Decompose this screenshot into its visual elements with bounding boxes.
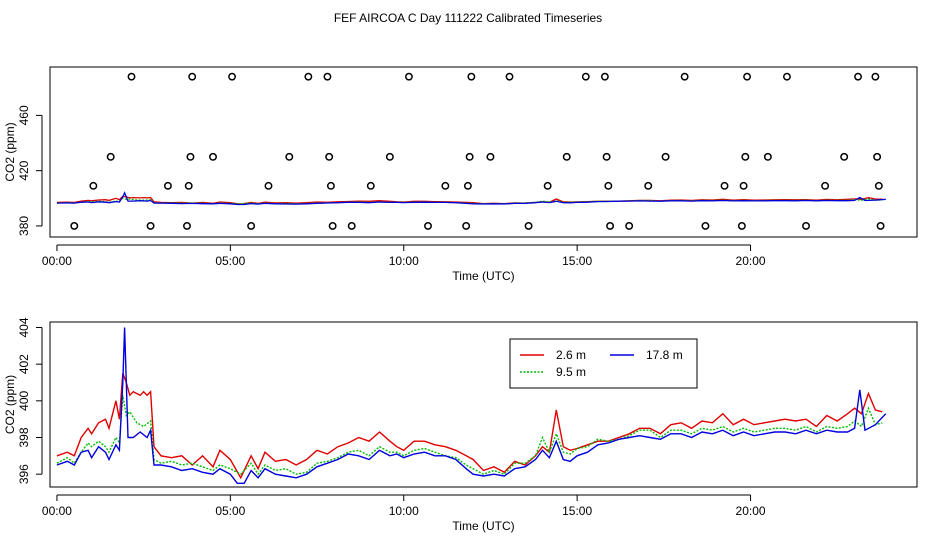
series-line-2-6-m: [56, 373, 883, 480]
x-tick-label: 05:00: [215, 504, 245, 518]
x-tick-label: 15:00: [562, 504, 592, 518]
scatter-point: [854, 72, 862, 81]
scatter-point: [625, 221, 634, 230]
scatter-point: [385, 152, 394, 161]
y-tick-label: 402: [17, 354, 31, 374]
scatter-point: [163, 181, 172, 190]
scatter-point: [441, 181, 450, 190]
scatter-point: [763, 152, 772, 161]
series-line-17-8-m: [56, 191, 886, 206]
x-tick-label: 10:00: [389, 254, 419, 268]
legend-box: [509, 338, 698, 389]
scatter-point: [183, 221, 191, 230]
scatter-point: [604, 181, 613, 190]
x-tick-label: 05:00: [215, 254, 245, 268]
scatter-point: [741, 152, 750, 161]
scatter-point: [347, 221, 356, 230]
y-tick-label: 396: [17, 464, 31, 484]
y-axis-label: CO2 (ppm): [3, 375, 17, 434]
scatter-point: [424, 221, 432, 230]
scatter-point: [840, 152, 849, 161]
scatter-point: [600, 72, 609, 81]
scatter-point: [821, 181, 830, 190]
series-line-17-8-m: [56, 327, 887, 484]
scatter-point: [543, 181, 552, 190]
y-tick-label: 400: [17, 391, 31, 411]
y-axis-label: CO2 (ppm): [3, 122, 17, 181]
x-tick-label: 10:00: [389, 504, 419, 518]
scatter-point: [505, 72, 514, 81]
scatter-point: [802, 221, 810, 230]
scatter-point: [743, 72, 752, 81]
scatter-point: [874, 181, 883, 190]
x-axis-label: Time (UTC): [452, 269, 514, 283]
scatter-point: [524, 221, 533, 230]
scatter-point: [783, 72, 791, 81]
x-tick-label: 00:00: [42, 504, 72, 518]
plot-frame: [49, 66, 918, 238]
scatter-point: [606, 221, 615, 230]
scatter-point: [602, 152, 611, 161]
scatter-point: [328, 221, 337, 230]
chart-title: FEF AIRCOA C Day 111222 Calibrated Times…: [334, 11, 602, 25]
scatter-point: [404, 72, 413, 81]
scatter-point: [89, 181, 98, 190]
scatter-point: [247, 221, 256, 230]
scatter-point: [871, 72, 880, 81]
scatter-point: [876, 221, 885, 230]
x-tick-label: 15:00: [562, 254, 592, 268]
scatter-point: [127, 72, 136, 81]
scatter-point: [285, 152, 294, 161]
scatter-point: [873, 152, 882, 161]
scatter-point: [264, 181, 273, 190]
scatter-point: [701, 221, 710, 230]
scatter-point: [209, 152, 217, 161]
scatter-point: [106, 152, 115, 161]
scatter-point: [325, 152, 334, 161]
x-axis-label: Time (UTC): [452, 519, 514, 533]
scatter-point: [661, 152, 670, 161]
scatter-point: [146, 221, 155, 230]
x-tick-label: 00:00: [42, 254, 72, 268]
x-tick-label: 20:00: [736, 504, 766, 518]
scatter-point: [186, 152, 195, 161]
legend-label: 2.6 m: [556, 348, 586, 362]
legend-label: 17.8 m: [646, 348, 683, 362]
scatter-point: [326, 181, 335, 190]
scatter-point: [366, 181, 375, 190]
scatter-point: [486, 152, 495, 161]
scatter-point: [228, 72, 237, 81]
scatter-point: [70, 221, 79, 230]
scatter-point: [680, 72, 689, 81]
scatter-point: [463, 181, 472, 190]
scatter-point: [739, 181, 748, 190]
plot-frame: [49, 321, 918, 488]
y-tick-label: 404: [17, 317, 31, 337]
scatter-point: [581, 72, 590, 81]
scatter-point: [562, 152, 571, 161]
scatter-point: [188, 72, 197, 81]
scatter-point: [644, 181, 653, 190]
scatter-point: [304, 72, 313, 81]
legend-label: 9.5 m: [556, 365, 586, 379]
scatter-point: [323, 72, 332, 81]
bottom-panel: 00:00 05:00 10:00 15:00 20:00 Time (UTC) 396 39…: [3, 317, 918, 533]
y-tick-label: 398: [17, 427, 31, 447]
top-panel: 00:00 05:00 10:00 15:00 20:00 Time (UTC) 380 42…: [3, 66, 918, 283]
scatter-point: [462, 221, 471, 230]
scatter-point: [467, 72, 476, 81]
scatter-point: [737, 221, 746, 230]
y-tick-label: 460: [17, 105, 31, 125]
y-tick-label: 420: [17, 160, 31, 180]
scatter-point: [465, 152, 474, 161]
legend: 2.6 m 9.5 m 17.8 m: [509, 338, 698, 389]
y-tick-label: 380: [17, 216, 31, 236]
scatter-point: [184, 181, 193, 190]
x-tick-label: 20:00: [736, 254, 766, 268]
scatter-point: [720, 181, 729, 190]
